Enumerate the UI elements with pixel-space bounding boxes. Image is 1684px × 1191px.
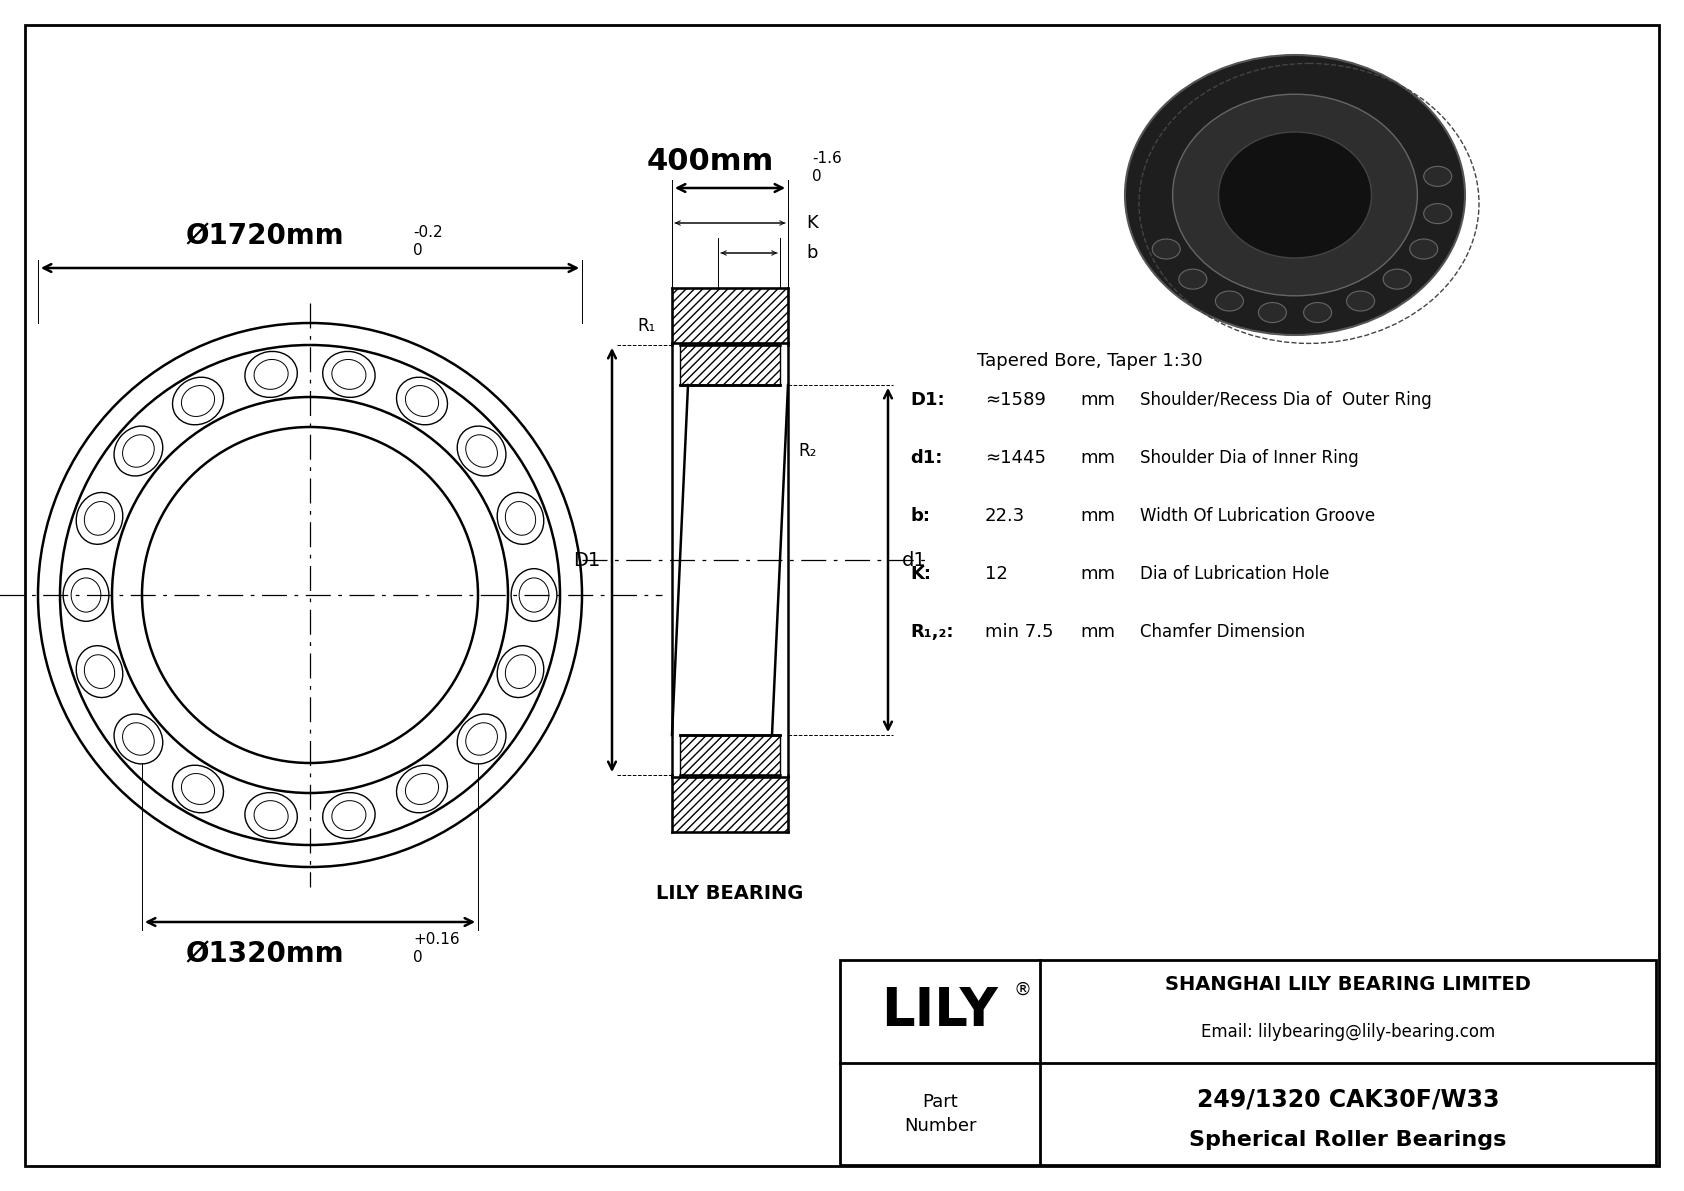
Text: Ø1320mm: Ø1320mm [185,940,344,968]
Text: -0.2: -0.2 [413,225,443,241]
Text: ≈1445: ≈1445 [985,449,1046,467]
Ellipse shape [1179,269,1207,289]
Ellipse shape [1216,291,1243,311]
Text: ≈1589: ≈1589 [985,391,1046,409]
Ellipse shape [1152,239,1180,258]
Text: 22.3: 22.3 [985,507,1026,525]
Text: Ø1720mm: Ø1720mm [185,222,344,250]
Text: b:: b: [909,507,930,525]
Ellipse shape [1172,94,1418,295]
Text: Email: lilybearing@lily-bearing.com: Email: lilybearing@lily-bearing.com [1201,1023,1495,1041]
Bar [672,288,788,343]
Ellipse shape [1258,303,1287,323]
Text: Shoulder Dia of Inner Ring: Shoulder Dia of Inner Ring [1140,449,1359,467]
Ellipse shape [1423,167,1452,186]
Text: LILY BEARING: LILY BEARING [657,884,803,903]
Text: d1: d1 [903,550,926,569]
Ellipse shape [1219,132,1371,258]
Text: D1:: D1: [909,391,945,409]
Text: 249/1320 CAK30F/W33: 249/1320 CAK30F/W33 [1197,1087,1499,1111]
Text: 400mm: 400mm [647,146,773,176]
Text: SHANGHAI LILY BEARING LIMITED: SHANGHAI LILY BEARING LIMITED [1165,975,1531,994]
Polygon shape [701,343,759,344]
Bar [672,777,788,833]
Text: Chamfer Dimension: Chamfer Dimension [1140,623,1305,641]
Text: -1.6: -1.6 [812,151,842,166]
Text: Dia of Lubrication Hole: Dia of Lubrication Hole [1140,565,1329,584]
Polygon shape [701,775,759,777]
Text: LILY: LILY [882,985,999,1037]
Text: d1:: d1: [909,449,943,467]
Bar [680,345,780,385]
Text: 12: 12 [985,565,1009,584]
Text: mm: mm [1079,565,1115,584]
Text: mm: mm [1079,623,1115,641]
Text: b: b [807,244,817,262]
Bar [840,960,1655,1165]
Text: R₂: R₂ [798,443,817,461]
Bar [680,345,780,385]
Text: 0: 0 [413,243,423,258]
Ellipse shape [1423,204,1452,224]
Text: R₁: R₁ [638,317,657,335]
Text: K:: K: [909,565,931,584]
Bar [672,777,788,833]
Text: Width Of Lubrication Groove: Width Of Lubrication Groove [1140,507,1376,525]
Text: 0: 0 [413,950,423,965]
Ellipse shape [1383,269,1411,289]
Ellipse shape [1303,303,1332,323]
Bar [680,735,780,775]
Text: Shoulder/Recess Dia of  Outer Ring: Shoulder/Recess Dia of Outer Ring [1140,391,1431,409]
Text: mm: mm [1079,449,1115,467]
Text: mm: mm [1079,507,1115,525]
Ellipse shape [1410,239,1438,258]
Text: Part
Number: Part Number [904,1093,977,1135]
Text: +0.16: +0.16 [413,933,460,947]
Text: K: K [807,214,818,232]
Ellipse shape [1347,291,1374,311]
Text: R₁,₂:: R₁,₂: [909,623,953,641]
Ellipse shape [1125,55,1465,335]
Text: Tapered Bore, Taper 1:30: Tapered Bore, Taper 1:30 [977,353,1202,370]
Bar [680,735,780,775]
Text: 0: 0 [812,169,822,183]
Text: Spherical Roller Bearings: Spherical Roller Bearings [1189,1130,1507,1151]
Text: D1: D1 [573,550,600,569]
Text: mm: mm [1079,391,1115,409]
Text: ®: ® [1014,980,1032,998]
Text: min 7.5: min 7.5 [985,623,1054,641]
Bar [672,288,788,343]
